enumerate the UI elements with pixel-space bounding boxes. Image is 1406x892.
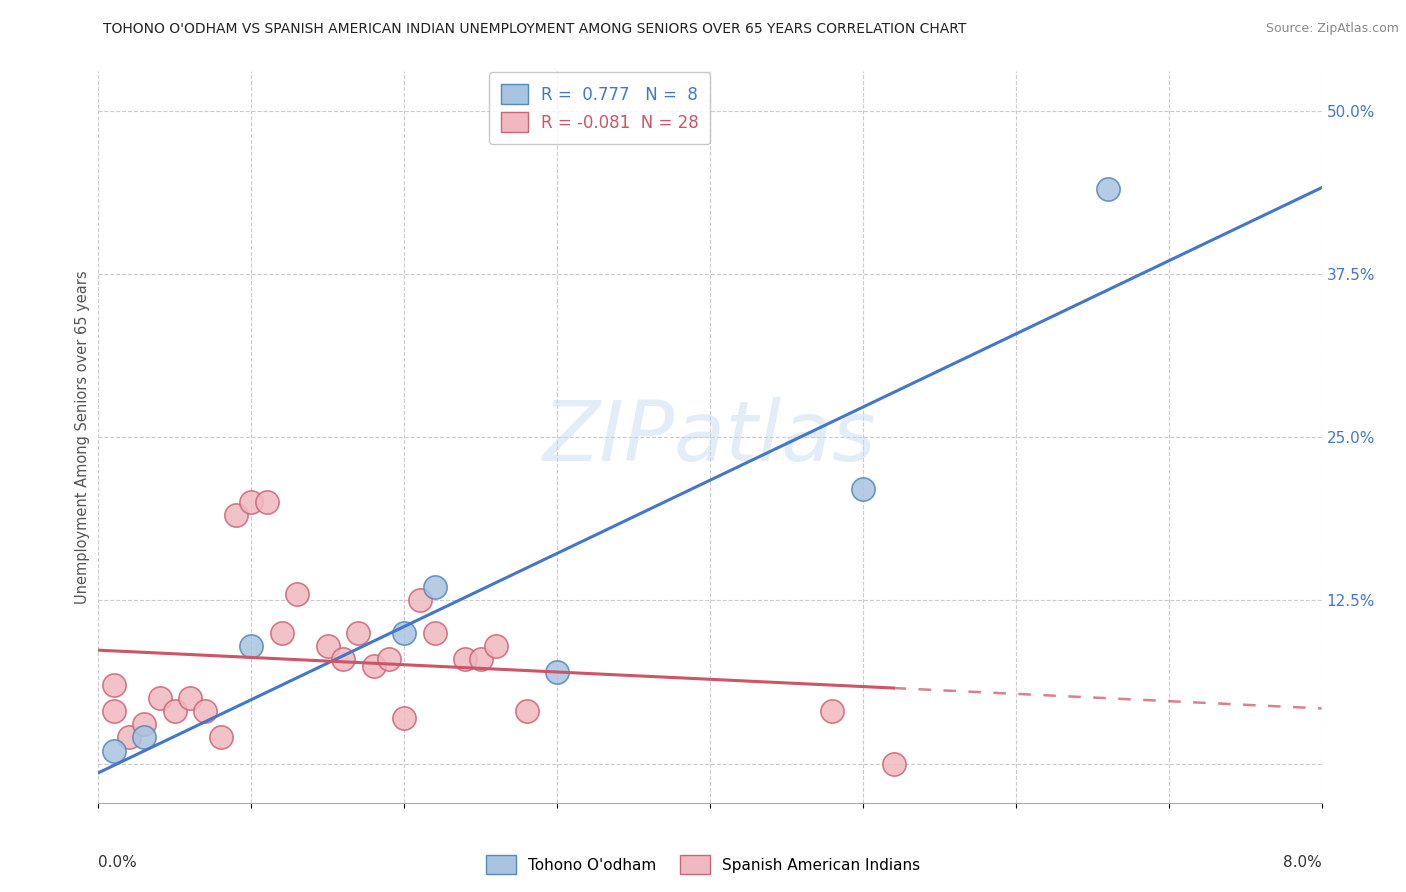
Point bbox=[392, 626, 416, 640]
Legend: Tohono O'odham, Spanish American Indians: Tohono O'odham, Spanish American Indians bbox=[479, 849, 927, 880]
Point bbox=[392, 711, 416, 725]
Point bbox=[363, 658, 385, 673]
Point bbox=[134, 717, 156, 731]
Point bbox=[1097, 182, 1119, 196]
Point bbox=[332, 652, 354, 666]
Point bbox=[423, 580, 446, 594]
Point bbox=[316, 639, 339, 653]
Text: 8.0%: 8.0% bbox=[1282, 855, 1322, 870]
Point bbox=[194, 705, 217, 719]
Point bbox=[209, 731, 232, 745]
Point bbox=[256, 495, 278, 509]
Point bbox=[423, 626, 446, 640]
Point bbox=[821, 705, 844, 719]
Y-axis label: Unemployment Among Seniors over 65 years: Unemployment Among Seniors over 65 years bbox=[75, 270, 90, 604]
Text: TOHONO O'ODHAM VS SPANISH AMERICAN INDIAN UNEMPLOYMENT AMONG SENIORS OVER 65 YEA: TOHONO O'ODHAM VS SPANISH AMERICAN INDIA… bbox=[103, 22, 966, 37]
Point bbox=[240, 639, 263, 653]
Point bbox=[103, 705, 125, 719]
Point bbox=[163, 705, 186, 719]
Legend: R =  0.777   N =  8, R = -0.081  N = 28: R = 0.777 N = 8, R = -0.081 N = 28 bbox=[489, 72, 710, 144]
Point bbox=[149, 691, 172, 706]
Point bbox=[883, 756, 905, 771]
Point bbox=[546, 665, 568, 680]
Text: 0.0%: 0.0% bbox=[98, 855, 138, 870]
Point bbox=[347, 626, 370, 640]
Point bbox=[134, 731, 156, 745]
Point bbox=[285, 587, 308, 601]
Point bbox=[240, 495, 263, 509]
Point bbox=[270, 626, 294, 640]
Text: ZIPatlas: ZIPatlas bbox=[543, 397, 877, 477]
Point bbox=[470, 652, 492, 666]
Point bbox=[516, 705, 538, 719]
Point bbox=[378, 652, 401, 666]
Point bbox=[485, 639, 508, 653]
Point bbox=[454, 652, 477, 666]
Point bbox=[225, 508, 247, 523]
Point bbox=[852, 483, 875, 497]
Point bbox=[103, 678, 125, 692]
Text: Source: ZipAtlas.com: Source: ZipAtlas.com bbox=[1265, 22, 1399, 36]
Point bbox=[103, 743, 125, 757]
Point bbox=[408, 593, 430, 607]
Point bbox=[118, 731, 141, 745]
Point bbox=[179, 691, 201, 706]
